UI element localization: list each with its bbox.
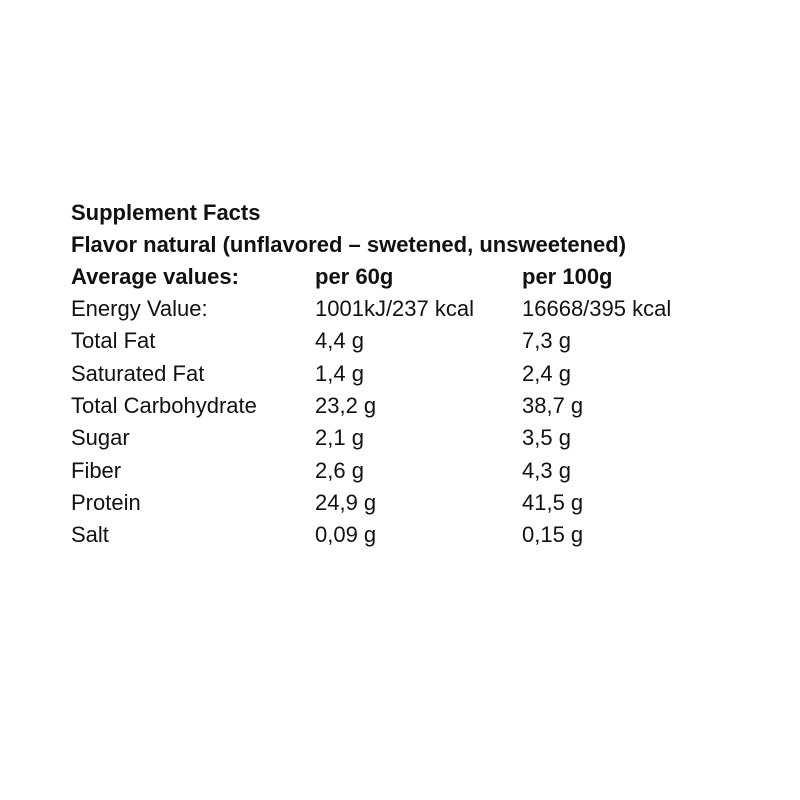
cell: 2,6 g xyxy=(315,457,364,483)
cell: Total Fat xyxy=(71,328,156,354)
cell: per 60g xyxy=(315,264,394,289)
cell: 38,7 g xyxy=(522,392,584,418)
cell: Fiber xyxy=(71,457,122,483)
cell: 2,1 g xyxy=(315,425,364,451)
cell: Average values: xyxy=(71,264,239,289)
cell: Protein xyxy=(71,489,141,515)
cell: 3,5 g xyxy=(522,425,571,451)
table-row: Salt 0,09 g 0,15 g xyxy=(71,519,771,551)
cell: 1001kJ/237 kcal xyxy=(315,296,474,321)
table-row: Total Fat 4,4 g 7,3 g xyxy=(71,325,771,357)
cell: 4,3 g xyxy=(522,457,571,483)
cell: 1,4 g xyxy=(315,360,364,386)
subtitle: Flavor natural (unflavored – swetened, u… xyxy=(71,232,627,257)
cell: 2,4 g xyxy=(522,360,571,386)
table-row: Fiber 2,6 g 4,3 g xyxy=(71,455,771,487)
cell: 7,3 g xyxy=(522,328,571,354)
cell: Saturated Fat xyxy=(71,360,205,386)
cell: Energy Value: xyxy=(71,296,208,321)
cell: 41,5 g xyxy=(522,489,584,515)
cell: Sugar xyxy=(71,425,130,451)
cell: per 100g xyxy=(522,264,613,289)
cell: 16668/395 kcal xyxy=(522,296,672,321)
cell: 23,2 g xyxy=(315,392,377,418)
table-row: Saturated Fat 1,4 g 2,4 g xyxy=(71,358,771,390)
cell: 0,09 g xyxy=(315,522,377,548)
title: Supplement Facts xyxy=(71,200,261,225)
table-row: Total Carbohydrate 23,2 g 38,7 g xyxy=(71,390,771,422)
table-row: Protein 24,9 g 41,5 g xyxy=(71,487,771,519)
header-row: Average values: per 60g per 100g xyxy=(71,261,771,293)
table-row: Energy Value: 1001kJ/237 kcal 16668/395 kc… xyxy=(71,293,771,325)
cell: Salt xyxy=(71,522,109,548)
cell: 4,4 g xyxy=(315,328,364,354)
cell: Total Carbohydrate xyxy=(71,392,257,418)
cell: 0,15 g xyxy=(522,522,584,548)
cell: 24,9 g xyxy=(315,489,377,515)
table-row: Sugar 2,1 g 3,5 g xyxy=(71,422,771,454)
